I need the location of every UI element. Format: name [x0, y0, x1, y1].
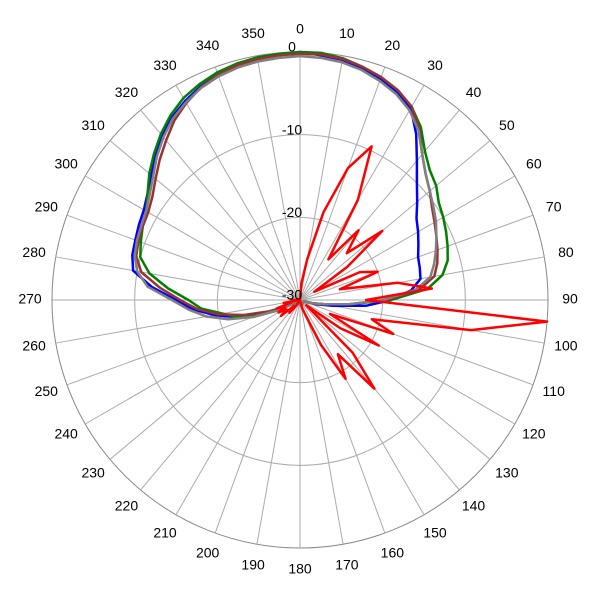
r-tick-label: -10 — [282, 121, 302, 137]
angle-label: 90 — [562, 291, 578, 307]
angle-label: 100 — [554, 338, 578, 354]
angle-label: 300 — [54, 156, 78, 172]
angle-label: 320 — [115, 84, 139, 100]
angle-label: 220 — [115, 498, 139, 514]
angle-label: 290 — [35, 198, 59, 214]
angle-label: 340 — [196, 37, 220, 53]
grid-spoke — [66, 214, 301, 301]
angle-label: 330 — [153, 57, 177, 73]
grid-spoke — [299, 299, 344, 545]
grid-spoke — [256, 299, 301, 545]
grid-spoke — [109, 140, 301, 301]
angle-label: 250 — [35, 383, 59, 399]
angle-label: 190 — [241, 557, 265, 573]
r-tick-label: -30 — [282, 287, 302, 303]
angle-label: 20 — [385, 37, 401, 53]
grid-spoke — [299, 299, 425, 516]
angle-label: 260 — [22, 338, 46, 354]
grid-spoke — [140, 299, 301, 491]
grid-spoke — [299, 299, 534, 386]
angle-label: 130 — [495, 464, 519, 480]
angle-label: 200 — [196, 544, 220, 560]
grid-spoke — [84, 175, 301, 301]
angle-label: 210 — [153, 525, 177, 541]
grid-spoke — [299, 140, 491, 301]
grid-spoke — [299, 299, 460, 491]
grid-spoke — [256, 55, 301, 301]
grid-spoke — [55, 299, 301, 344]
grid-spoke — [299, 66, 386, 301]
grid-spoke — [299, 109, 460, 301]
angle-label: 120 — [522, 426, 546, 442]
angle-label: 170 — [335, 557, 359, 573]
series-line — [133, 54, 438, 321]
angle-label: 60 — [526, 156, 542, 172]
r-tick-label: 0 — [288, 39, 296, 55]
grid-spoke — [214, 299, 301, 534]
angle-label: 30 — [427, 57, 443, 73]
angle-label: 310 — [81, 117, 105, 133]
grid-spoke — [299, 175, 516, 301]
grid-spoke — [299, 214, 534, 301]
angle-label: 150 — [423, 525, 447, 541]
angle-label: 350 — [241, 25, 265, 41]
angle-label: 160 — [381, 544, 405, 560]
angle-label: 280 — [22, 244, 46, 260]
grid-spoke — [55, 256, 301, 301]
grid-spoke — [299, 84, 425, 301]
grid-spoke — [214, 66, 301, 301]
angle-label: 80 — [558, 244, 574, 260]
grid-spoke — [175, 299, 301, 516]
grid-spoke — [140, 109, 301, 301]
angle-label: 70 — [546, 198, 562, 214]
grid-spoke — [299, 299, 516, 425]
angle-label: 110 — [543, 383, 566, 399]
grid-spoke — [175, 84, 301, 301]
angle-label: 240 — [54, 426, 78, 442]
grid-spoke — [109, 299, 301, 460]
angle-label: 270 — [18, 291, 42, 307]
grid-spoke — [299, 256, 545, 301]
grid-spoke — [299, 299, 491, 460]
series-line — [131, 50, 422, 319]
angle-label: 10 — [339, 25, 355, 41]
angle-label: 140 — [462, 498, 486, 514]
series-line — [275, 145, 549, 390]
angle-label: 230 — [81, 464, 105, 480]
grid-spoke — [84, 299, 301, 425]
grid-spoke — [299, 299, 545, 344]
angle-label: 40 — [466, 84, 482, 100]
angle-label: 50 — [499, 117, 515, 133]
series-line — [139, 50, 449, 319]
angle-label: 0 — [296, 21, 304, 37]
angle-label: 180 — [288, 561, 312, 577]
r-tick-label: -20 — [282, 204, 302, 220]
grid-spoke — [299, 299, 386, 534]
